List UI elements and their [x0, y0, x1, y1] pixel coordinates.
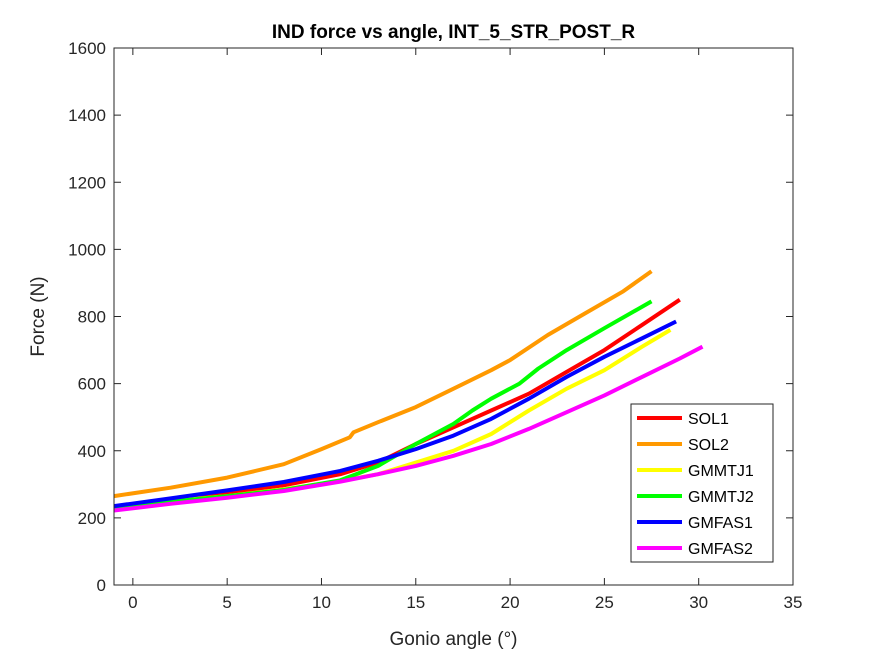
legend-item-gmfas1: GMFAS1: [637, 515, 753, 532]
y-tick-label: 600: [78, 375, 106, 394]
x-tick-label: 35: [784, 593, 803, 612]
x-tick-label: 20: [501, 593, 520, 612]
legend-label: SOL1: [688, 411, 729, 428]
y-tick-label: 1600: [68, 39, 106, 58]
y-tick-label: 0: [97, 576, 106, 595]
x-tick-label: 5: [222, 593, 231, 612]
y-tick-label: 1400: [68, 106, 106, 125]
y-tick-label: 400: [78, 442, 106, 461]
series-line-sol2: [113, 269, 653, 499]
x-tick-label: 10: [312, 593, 331, 612]
tick-layer: 0 5 10 15 20 25 30 35 0 200 400 600 800 1000 1200 1400 1…: [68, 39, 802, 612]
x-tick-label: 30: [689, 593, 708, 612]
legend-item-sol1: SOL1: [637, 411, 729, 428]
legend-box: [630, 403, 774, 563]
x-tick-label: 25: [595, 593, 614, 612]
x-tick-label: 15: [406, 593, 425, 612]
y-tick-label: 800: [78, 308, 106, 327]
legend-item-gmmtj2: GMMTJ2: [637, 489, 754, 506]
chart-title: IND force vs angle, INT_5_STR_POST_R: [272, 22, 636, 43]
legend-label: GMFAS1: [688, 515, 753, 532]
x-tick-label: 0: [128, 593, 137, 612]
legend-label: GMFAS2: [688, 541, 753, 558]
legend-item-gmfas2: GMFAS2: [637, 541, 753, 558]
series-line-gmfas2: [113, 344, 704, 513]
y-tick-label: 1200: [68, 173, 106, 192]
legend-label: GMMTJ1: [688, 463, 754, 480]
legend-label: GMMTJ2: [688, 489, 754, 506]
legend-item-gmmtj1: GMMTJ1: [637, 463, 754, 480]
series-line-gmfas1: [113, 319, 677, 509]
legend-item-sol2: SOL2: [637, 437, 729, 454]
y-axis-label: Force (N): [28, 276, 49, 356]
y-tick-label: 1000: [68, 240, 106, 259]
legend: SOL1 SOL2 GMMTJ1 GMMTJ2 GMFAS1 GMFAS2: [630, 403, 774, 563]
y-tick-label: 200: [78, 509, 106, 528]
x-axis-label: Gonio angle (°): [390, 629, 518, 650]
series-layer: [113, 269, 704, 513]
legend-label: SOL2: [688, 437, 729, 454]
